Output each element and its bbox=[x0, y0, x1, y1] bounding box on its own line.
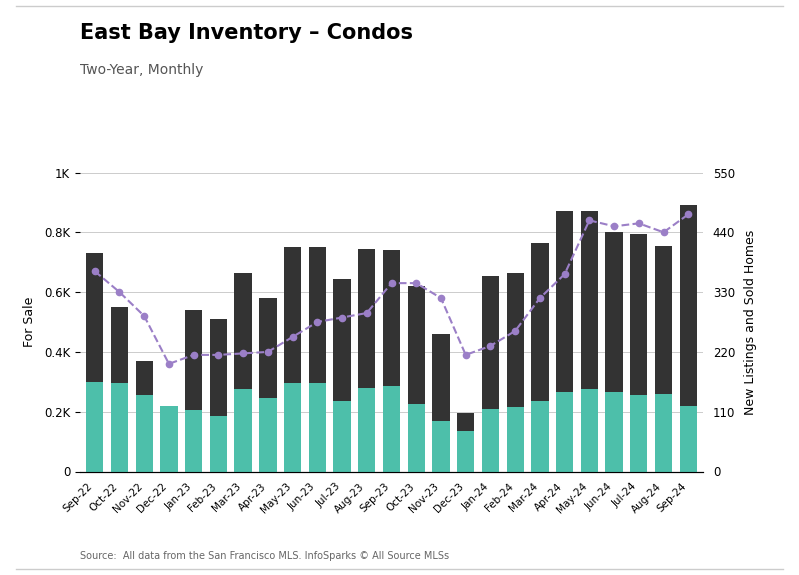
Bar bbox=[136, 395, 153, 472]
For Sale bbox=[387, 279, 396, 286]
For Sale bbox=[115, 289, 125, 296]
Bar bbox=[86, 253, 103, 472]
Bar bbox=[680, 205, 697, 471]
Bar bbox=[161, 406, 177, 472]
For Sale bbox=[139, 313, 149, 320]
For Sale bbox=[411, 279, 421, 286]
Bar bbox=[234, 389, 252, 472]
Bar bbox=[383, 250, 400, 472]
Text: Source:  All data from the San Francisco MLS. InfoSparks © All Source MLSs: Source: All data from the San Francisco … bbox=[80, 551, 449, 561]
Bar bbox=[209, 416, 227, 472]
Bar bbox=[507, 273, 524, 472]
For Sale bbox=[189, 351, 198, 358]
Bar bbox=[606, 392, 622, 472]
Bar bbox=[333, 279, 351, 472]
For Sale bbox=[511, 328, 520, 335]
Bar bbox=[482, 409, 499, 472]
Bar bbox=[407, 404, 425, 471]
For Sale bbox=[683, 211, 693, 218]
For Sale bbox=[164, 361, 173, 367]
For Sale bbox=[436, 294, 446, 301]
Bar bbox=[531, 243, 549, 472]
Bar bbox=[407, 286, 425, 472]
Bar bbox=[185, 310, 202, 472]
Bar bbox=[655, 394, 672, 472]
Bar bbox=[432, 421, 450, 471]
Bar bbox=[581, 389, 598, 472]
Bar bbox=[209, 319, 227, 471]
Line: For Sale: For Sale bbox=[92, 211, 691, 367]
Bar bbox=[581, 212, 598, 472]
Bar bbox=[531, 401, 549, 471]
Bar bbox=[161, 412, 177, 472]
For Sale bbox=[658, 229, 668, 236]
For Sale bbox=[461, 351, 471, 358]
Bar bbox=[630, 395, 647, 472]
Bar bbox=[556, 392, 573, 472]
Bar bbox=[655, 246, 672, 472]
For Sale bbox=[337, 314, 347, 321]
Legend: For Sale, New Listings, Sold: For Sale, New Listings, Sold bbox=[238, 574, 545, 575]
Y-axis label: For Sale: For Sale bbox=[22, 297, 36, 347]
Y-axis label: New Listings and Sold Homes: New Listings and Sold Homes bbox=[744, 229, 757, 415]
Bar bbox=[556, 212, 573, 472]
Bar bbox=[111, 307, 128, 472]
For Sale bbox=[213, 351, 223, 358]
Bar bbox=[482, 275, 499, 472]
Bar bbox=[86, 382, 103, 471]
For Sale bbox=[560, 271, 570, 278]
Bar bbox=[507, 407, 524, 471]
Bar bbox=[358, 249, 376, 472]
Bar bbox=[259, 298, 276, 472]
Bar bbox=[308, 384, 326, 472]
Bar bbox=[284, 247, 301, 472]
Bar bbox=[630, 234, 647, 472]
For Sale bbox=[263, 348, 272, 355]
For Sale bbox=[238, 350, 248, 357]
For Sale bbox=[610, 223, 619, 230]
Bar bbox=[234, 273, 252, 472]
Bar bbox=[185, 410, 202, 471]
Bar bbox=[136, 361, 153, 472]
Bar bbox=[606, 232, 622, 472]
Bar bbox=[680, 406, 697, 472]
Text: East Bay Inventory – Condos: East Bay Inventory – Condos bbox=[80, 23, 413, 43]
For Sale bbox=[634, 220, 644, 227]
For Sale bbox=[362, 309, 372, 316]
Bar bbox=[432, 334, 450, 472]
For Sale bbox=[288, 334, 297, 340]
Bar bbox=[457, 431, 475, 472]
For Sale bbox=[90, 268, 100, 275]
Text: Two-Year, Monthly: Two-Year, Monthly bbox=[80, 63, 203, 77]
Bar bbox=[259, 398, 276, 472]
For Sale bbox=[585, 217, 594, 224]
For Sale bbox=[486, 343, 495, 350]
Bar bbox=[111, 384, 128, 472]
Bar bbox=[308, 247, 326, 472]
Bar bbox=[284, 384, 301, 472]
Bar bbox=[333, 401, 351, 471]
For Sale bbox=[312, 319, 322, 325]
Bar bbox=[457, 413, 475, 472]
For Sale bbox=[535, 294, 545, 301]
Bar bbox=[358, 388, 376, 471]
Bar bbox=[383, 386, 400, 472]
